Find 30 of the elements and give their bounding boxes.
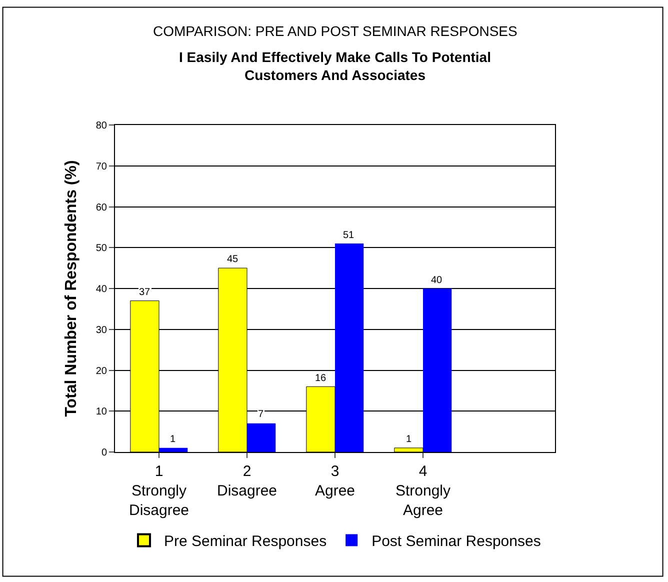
bar: [335, 244, 364, 452]
legend-label: Pre Seminar Responses: [164, 533, 327, 550]
x-tick-label: 2 Disagree: [216, 463, 278, 500]
y-tick-label: 0: [101, 448, 108, 458]
chart-subtitle: I Easily And Effectively Make Calls To Potential Customers And Associates: [179, 49, 491, 84]
y-tick-label: 40: [96, 284, 108, 295]
y-tick-label: 50: [96, 243, 108, 254]
chart-title: COMPARISON: PRE AND POST SEMINAR RESPONSES: [153, 23, 518, 39]
x-tick-label: 3 Agree: [314, 463, 356, 500]
data-label: 40: [431, 275, 443, 286]
data-label: 51: [343, 230, 355, 241]
data-label: 7: [258, 409, 264, 420]
data-label: 37: [139, 287, 151, 298]
legend-label: Post Seminar Responses: [372, 533, 541, 550]
y-tick-label: 60: [96, 202, 108, 214]
data-label: 45: [227, 254, 239, 265]
x-tick-label: 4 Strongly Agree: [395, 463, 452, 519]
y-tick-label: 30: [96, 324, 108, 336]
bar: [423, 288, 452, 452]
y-axis-title: Total Number of Respondents (%): [62, 160, 80, 417]
bar: [247, 423, 276, 452]
bar: [159, 448, 188, 452]
y-tick-label: 20: [96, 366, 108, 377]
data-label: 1: [406, 434, 412, 445]
x-tick-label: 1 Strongly Disagree: [128, 463, 190, 519]
data-label: 16: [315, 373, 327, 384]
y-tick-label: 80: [96, 120, 108, 132]
y-tick-label: 70: [96, 161, 108, 172]
data-label: 1: [170, 434, 176, 445]
y-tick-label: 10: [96, 406, 108, 418]
